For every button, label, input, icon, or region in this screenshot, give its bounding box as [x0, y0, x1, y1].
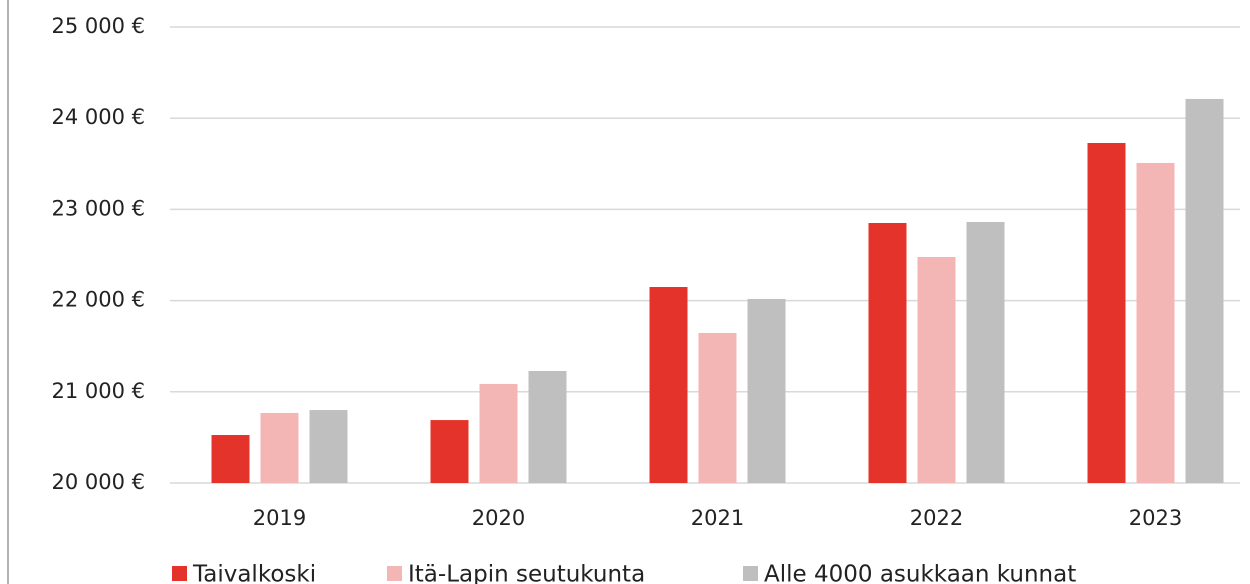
bar — [966, 221, 1005, 483]
bar — [1087, 143, 1126, 483]
y-tick-label: 21 000 € — [51, 379, 145, 403]
legend-swatch — [172, 566, 187, 581]
y-tick-label: 25 000 € — [51, 14, 145, 38]
bar — [1136, 162, 1175, 484]
x-tick-label: 2020 — [472, 506, 525, 530]
x-tick-label: 2022 — [910, 506, 963, 530]
x-tick-label: 2019 — [253, 506, 306, 530]
y-tick-label: 23 000 € — [51, 196, 145, 220]
bar — [649, 287, 688, 483]
bar — [211, 435, 250, 483]
bar — [917, 257, 956, 483]
x-tick-label: 2023 — [1129, 506, 1182, 530]
bar — [479, 383, 518, 483]
bar — [698, 332, 737, 483]
bar — [528, 371, 567, 483]
legend-swatch — [387, 566, 402, 581]
legend-label: Alle 4000 asukkaan kunnat — [764, 562, 1076, 584]
y-tick-label: 24 000 € — [51, 105, 145, 129]
legend-label: Taivalkoski — [192, 562, 316, 584]
bar — [309, 410, 348, 483]
bar — [747, 298, 786, 483]
legend-label: Itä-Lapin seutukunta — [408, 562, 645, 584]
y-tick-label: 20 000 € — [51, 470, 145, 494]
bar — [868, 222, 907, 483]
bar — [1185, 98, 1224, 484]
y-tick-label: 22 000 € — [51, 288, 145, 312]
x-tick-label: 2021 — [691, 506, 744, 530]
bar — [260, 412, 299, 483]
bar — [430, 420, 469, 483]
legend-swatch — [743, 566, 758, 581]
